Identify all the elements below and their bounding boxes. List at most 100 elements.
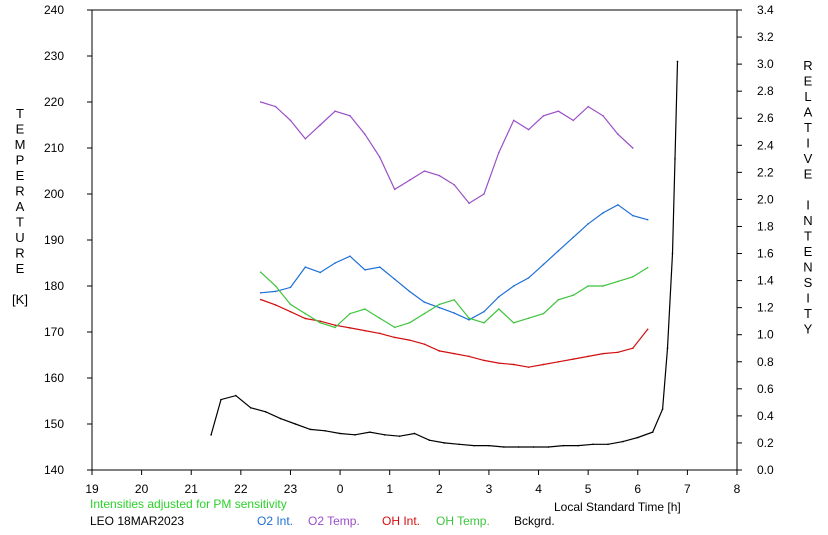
data-point-oh-temp <box>632 276 634 278</box>
y-left-tick-label: 230 <box>44 49 64 63</box>
y-right-tick-label: 0.0 <box>757 463 774 477</box>
data-point-o2-temp <box>453 184 455 186</box>
data-point-oh-temp <box>572 294 575 297</box>
data-point-o2-temp <box>349 115 351 117</box>
x-tick-label: 22 <box>234 482 248 496</box>
y-right-title-char: I <box>806 291 810 306</box>
data-point-oh-int <box>483 359 485 362</box>
data-point-o2-int <box>319 271 322 274</box>
data-point-o2-temp <box>259 101 262 103</box>
data-point-o2-temp <box>438 174 441 177</box>
data-point-bckgrd <box>235 394 237 397</box>
data-point-oh-temp <box>542 312 545 315</box>
data-point-oh-int <box>274 304 277 306</box>
data-point-o2-int <box>259 291 262 294</box>
y-left-title-char: E <box>16 168 25 183</box>
series-line-oh-int <box>260 298 649 368</box>
data-point-oh-temp <box>378 317 381 320</box>
data-point-oh-int <box>423 343 426 345</box>
data-point-oh-int <box>393 336 396 339</box>
data-point-o2-int <box>602 212 604 214</box>
data-point-oh-int <box>319 320 322 322</box>
data-point-bckgrd <box>354 434 356 436</box>
data-point-oh-temp <box>512 322 515 324</box>
y-left-tick-label: 150 <box>44 417 64 431</box>
data-point-bckgrd <box>324 429 326 432</box>
station-date-label: LEO 18MAR2023 <box>90 514 185 528</box>
data-point-o2-temp <box>289 119 292 122</box>
data-point-oh-temp <box>602 285 604 287</box>
y-left-tick-label: 160 <box>44 371 64 385</box>
y-left-tick-label: 140 <box>44 463 64 477</box>
data-point-oh-int <box>364 329 366 332</box>
y-left-tick-label: 190 <box>44 233 64 247</box>
data-point-bckgrd <box>220 398 222 401</box>
data-point-oh-temp <box>438 303 441 306</box>
data-point-bckgrd <box>369 431 371 433</box>
data-point-o2-temp <box>304 138 307 140</box>
y-left-title-char: R <box>15 246 24 261</box>
series-line-oh-temp <box>260 267 649 329</box>
data-point-oh-int <box>632 347 634 350</box>
data-point-o2-temp <box>378 156 381 158</box>
y-right-tick-label: 3.4 <box>757 3 774 17</box>
data-point-bckgrd <box>503 446 505 448</box>
y-left-title-char: A <box>16 199 25 214</box>
y-right-title-char: T <box>804 120 812 135</box>
data-point-bckgrd <box>517 446 520 448</box>
legend-o2-int: O2 Int. <box>257 514 294 528</box>
x-tick-label: 5 <box>585 482 592 496</box>
data-point-bckgrd <box>428 439 431 442</box>
data-point-oh-int <box>408 339 411 341</box>
data-point-oh-int <box>259 298 262 301</box>
y-right-tick-label: 3.0 <box>757 57 774 71</box>
y-right-title-char: T <box>804 229 812 244</box>
y-right-title-char: E <box>804 74 813 89</box>
data-point-bckgrd <box>279 417 282 420</box>
data-point-o2-int <box>527 277 530 279</box>
data-point-o2-int <box>349 255 351 258</box>
y-left-title-char: M <box>15 137 26 152</box>
data-point-o2-temp <box>408 179 411 181</box>
x-tick-label: 1 <box>386 482 393 496</box>
data-point-oh-temp <box>349 312 351 315</box>
data-point-oh-temp <box>527 317 530 320</box>
data-point-oh-temp <box>498 308 500 310</box>
x-tick-label: 20 <box>135 482 149 496</box>
data-point-bckgrd <box>636 436 639 439</box>
data-point-oh-temp <box>587 285 589 287</box>
y-right-tick-label: 1.0 <box>757 328 774 342</box>
y-right-title-char: I <box>806 136 810 151</box>
data-point-o2-int <box>646 218 649 221</box>
data-point-oh-int <box>572 358 575 360</box>
data-point-bckgrd <box>488 444 490 447</box>
data-point-o2-int <box>512 285 515 287</box>
y-left-title-char: U <box>15 230 24 245</box>
data-point-o2-temp <box>512 119 515 122</box>
data-point-oh-int <box>453 352 455 355</box>
data-point-oh-temp <box>557 299 560 301</box>
y-right-tick-label: 1.4 <box>757 274 774 288</box>
x-tick-label: 19 <box>85 482 99 496</box>
y-left-tick-label: 180 <box>44 279 64 293</box>
legend-oh-int: OH Int. <box>382 514 421 528</box>
data-point-o2-int <box>483 310 485 313</box>
x-tick-label: 6 <box>634 482 641 496</box>
data-point-bckgrd <box>607 443 609 446</box>
data-point-oh-int <box>378 332 381 335</box>
data-point-oh-int <box>527 366 530 368</box>
y-right-tick-label: 1.2 <box>757 301 774 315</box>
y-right-tick-label: 2.8 <box>757 84 774 98</box>
series-line-o2-int <box>260 204 648 321</box>
x-tick-label: 2 <box>436 482 443 496</box>
data-point-oh-temp <box>289 303 292 306</box>
y-left-title-char: T <box>16 215 24 230</box>
y-right-title-char: E <box>804 244 813 259</box>
data-point-oh-int <box>557 360 560 363</box>
y-right-title-char: L <box>804 89 811 104</box>
data-point-o2-int <box>453 312 455 314</box>
y-right-title-char: I <box>806 198 810 213</box>
y-right-tick-label: 1.6 <box>757 247 774 261</box>
